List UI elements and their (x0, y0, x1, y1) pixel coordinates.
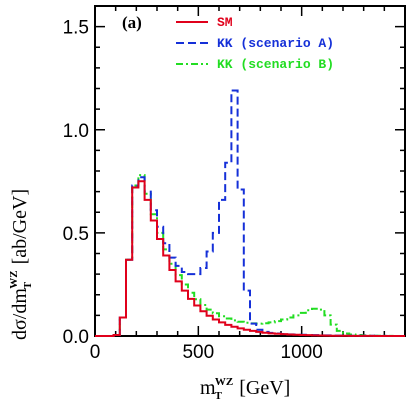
y-tick-label: 0.5 (63, 224, 89, 245)
x-axis-title-unit: [GeV] (234, 377, 290, 399)
legend-label: KK (scenario B) (217, 57, 334, 72)
y-axis-title-sup: WZ (8, 270, 20, 288)
axis-ticks (94, 5, 406, 337)
legend-label: KK (scenario A) (217, 36, 334, 51)
series-line (95, 180, 405, 337)
x-tick-label: 1000 (281, 342, 323, 363)
x-axis-title-sup: WZ (215, 376, 233, 388)
y-tick-label: 1.5 (63, 18, 89, 39)
y-tick-label: 0.0 (63, 327, 89, 348)
y-axis-title-unit: [ab/GeV] (9, 189, 31, 270)
series-line (95, 89, 405, 337)
y-axis-title: dσ/dmTWZ [ab/GeV] (8, 189, 34, 340)
series-layer (95, 89, 405, 337)
x-axis-title-sub: T (215, 390, 223, 402)
y-axis-title-prefix: dσ/dm (9, 288, 31, 340)
series-line (95, 174, 405, 337)
legend: SM KK (scenario A) KK (scenario B) (176, 15, 334, 72)
plot-frame (94, 5, 406, 337)
y-tick-label: 1.0 (63, 121, 89, 142)
x-tick-label: 500 (182, 342, 214, 363)
x-axis-title: mT WZ [GeV] (200, 376, 290, 402)
legend-label: SM (217, 15, 233, 30)
y-axis-title-sub: T (22, 281, 34, 289)
x-axis-title-base: m (200, 377, 216, 399)
x-tick-label: 0 (90, 342, 101, 363)
tick-labels: 0 500 1000 0.0 0.5 1.0 1.5 (63, 18, 323, 363)
panel-label: (a) (122, 13, 142, 32)
